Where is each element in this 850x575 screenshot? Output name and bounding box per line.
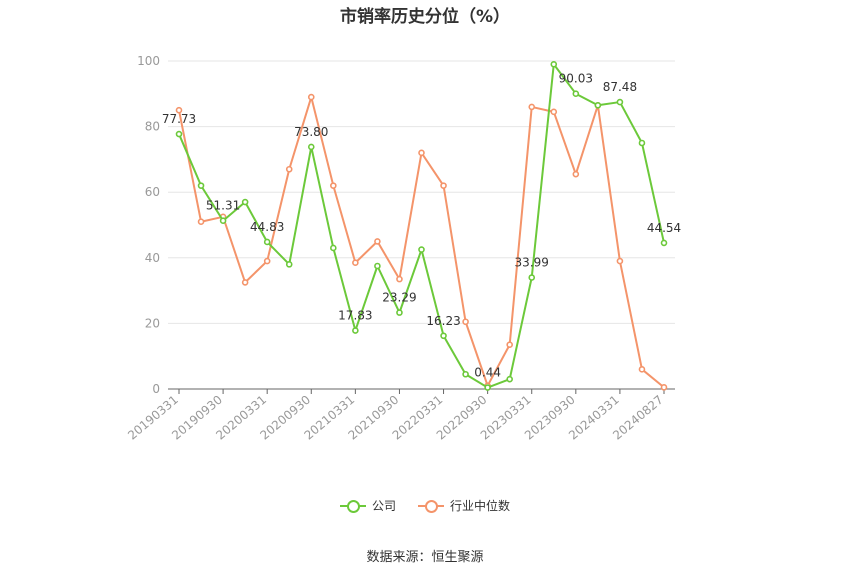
data-point	[594, 101, 602, 109]
data-point	[418, 246, 425, 253]
data-point	[285, 261, 293, 268]
data-point	[616, 98, 624, 106]
legend-industry-marker	[418, 499, 444, 513]
data-point	[330, 244, 337, 252]
data-point	[616, 257, 624, 265]
series-layer	[175, 60, 668, 391]
data-point	[638, 366, 646, 373]
data-label: 16.23	[426, 314, 460, 328]
y-tick-label: 40	[145, 251, 160, 265]
data-label: 44.54	[647, 221, 681, 235]
data-point	[374, 238, 381, 245]
data-label: 33.99	[515, 256, 549, 270]
data-point	[506, 375, 513, 383]
data-point	[506, 341, 513, 349]
data-label: 51.31	[206, 199, 240, 213]
y-tick-label: 60	[145, 185, 160, 199]
data-point	[197, 182, 205, 189]
data-point	[241, 198, 249, 206]
data-point	[462, 370, 469, 378]
legend-item-industry[interactable]: 行业中位数	[418, 497, 510, 514]
source-note: 数据来源：恒生聚源	[366, 550, 484, 565]
data-label: 87.48	[603, 80, 637, 94]
legend-item-company[interactable]: 公司	[339, 497, 396, 514]
data-label: 23.29	[382, 291, 416, 305]
data-point	[175, 106, 183, 114]
data-point	[418, 149, 425, 157]
data-point	[484, 384, 491, 391]
data-point	[440, 182, 447, 189]
data-point	[330, 182, 337, 189]
data-point	[263, 238, 271, 246]
axis-layer: 0204060801002019033120190930202003312020…	[125, 54, 675, 443]
y-tick-label: 0	[152, 382, 160, 396]
data-point	[263, 257, 271, 265]
data-label: 17.83	[338, 309, 372, 323]
legend-industry-label: 行业中位数	[450, 499, 511, 513]
data-point	[572, 170, 580, 178]
y-tick-label: 20	[145, 316, 160, 330]
data-point	[241, 279, 249, 286]
data-point	[285, 165, 293, 173]
data-label: 77.73	[162, 112, 196, 126]
data-label: 0.44	[474, 366, 501, 380]
legend-company-label: 公司	[371, 499, 396, 513]
data-point	[660, 384, 668, 391]
legend: 公司 行业中位数	[0, 497, 850, 514]
data-label: 44.83	[250, 220, 284, 234]
data-label-layer: 77.73 51.31 44.83 73.80 17.83 23.29 16.23 0.44 3…	[162, 72, 681, 380]
data-point	[440, 332, 447, 340]
data-point	[396, 275, 403, 283]
data-point	[550, 60, 558, 68]
data-point	[175, 130, 183, 138]
data-point	[307, 143, 315, 151]
data-point	[396, 309, 403, 316]
data-point	[528, 274, 536, 281]
data-label: 90.03	[559, 72, 593, 86]
y-tick-label: 100	[137, 54, 160, 68]
data-point	[528, 103, 536, 111]
data-point	[374, 262, 381, 270]
data-point	[352, 259, 359, 267]
data-point	[219, 217, 227, 225]
data-point	[462, 318, 469, 326]
data-point	[307, 93, 315, 101]
data-point	[352, 327, 359, 334]
data-point	[197, 218, 205, 226]
data-label: 73.80	[294, 125, 328, 139]
series-line-industry	[178, 96, 665, 389]
data-point	[638, 139, 646, 147]
data-point	[572, 90, 580, 98]
y-tick-label: 80	[145, 120, 160, 134]
legend-company-marker	[339, 499, 366, 513]
data-point	[660, 239, 668, 247]
chart-title: 市销率历史分位（%）	[339, 7, 511, 27]
data-point	[550, 108, 558, 116]
